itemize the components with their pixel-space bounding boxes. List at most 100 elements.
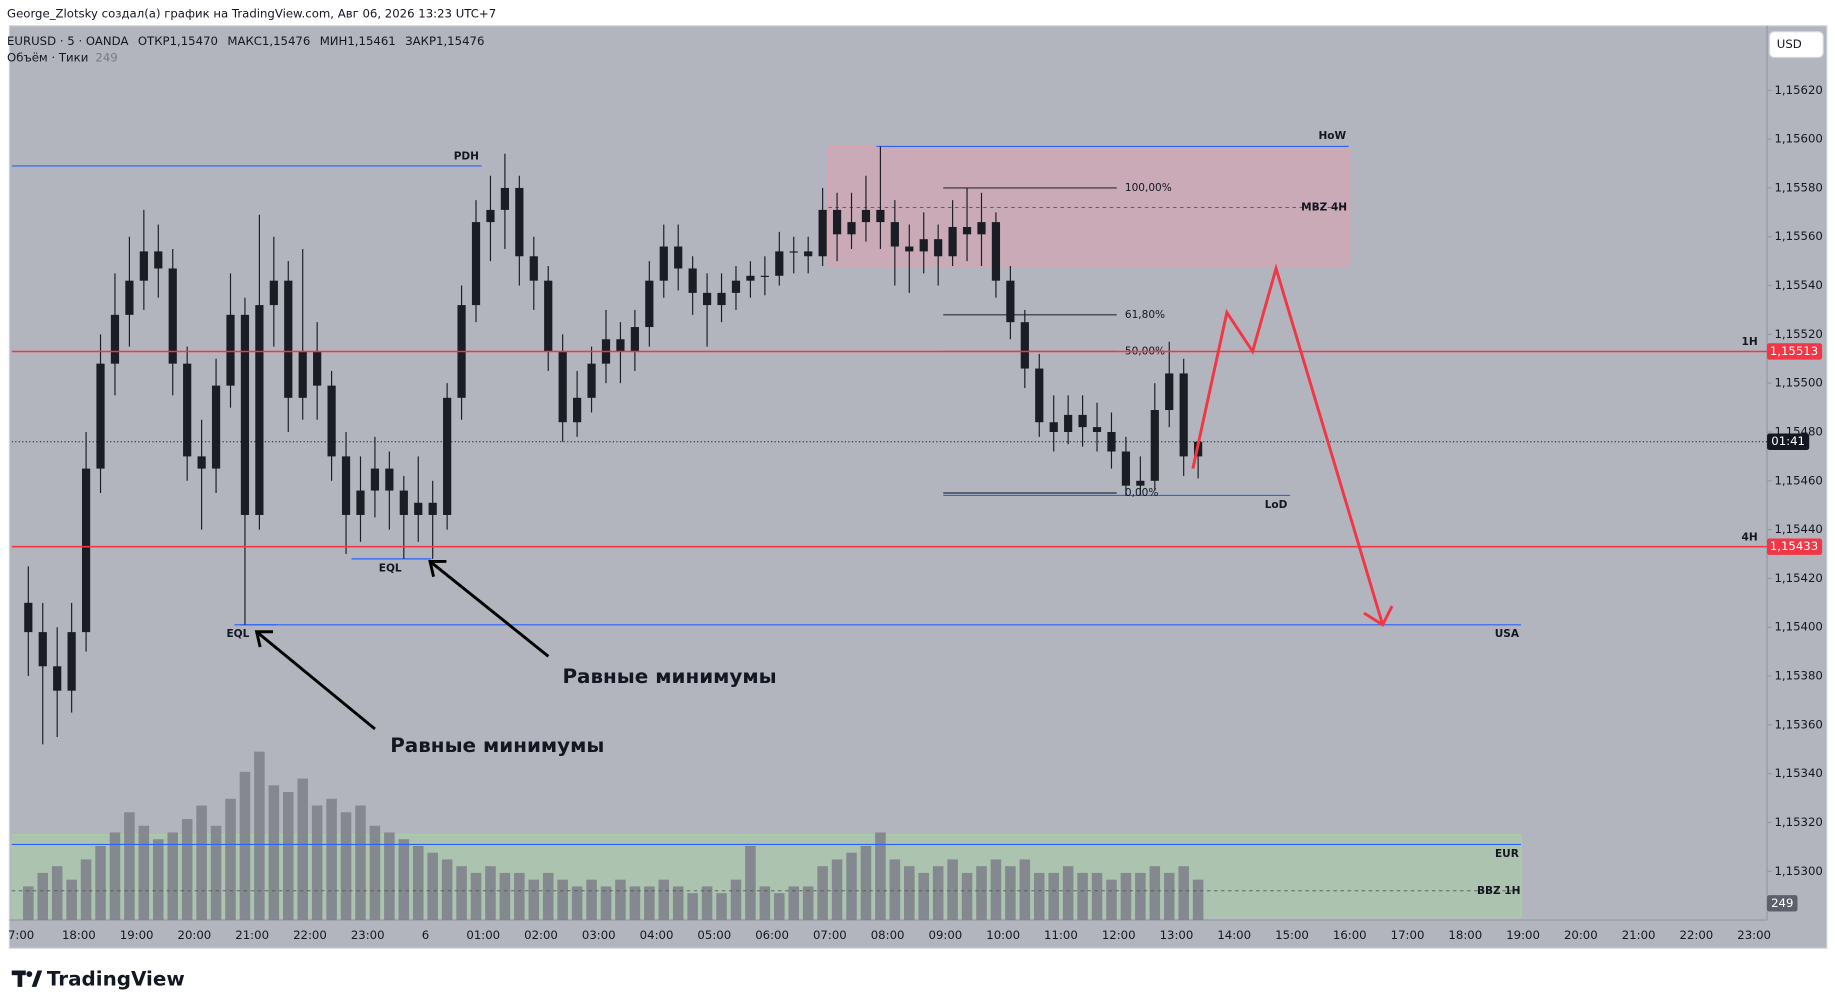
- x-tick-label: 07:00: [813, 928, 847, 942]
- volume-bar: [254, 751, 265, 921]
- volume-bar: [1120, 872, 1132, 921]
- y-tick-label: 1,15620: [1774, 83, 1822, 97]
- brand-name: TradingView: [47, 967, 185, 990]
- x-tick-label: 13:00: [1160, 928, 1194, 942]
- candle-body: [861, 209, 871, 223]
- volume-bar: [1005, 866, 1016, 921]
- candle-body: [255, 305, 264, 515]
- arrow: [429, 560, 550, 658]
- volume-bar: [947, 859, 958, 921]
- volume-bar: [528, 879, 540, 921]
- level-label: EUR: [1495, 848, 1519, 860]
- logo-shape: [31, 970, 43, 987]
- candle-body: [645, 280, 654, 328]
- volume-bar: [1077, 872, 1088, 921]
- y-tick-label: 1,15360: [1774, 717, 1822, 731]
- x-tick-label: 14:00: [1217, 928, 1251, 942]
- volume-bar: [167, 832, 179, 921]
- volume-bar: [918, 872, 929, 921]
- candle-body: [211, 385, 221, 469]
- volume-bar: [23, 886, 34, 921]
- price-tag-label: 1,15433: [1770, 539, 1818, 553]
- volume-bar: [181, 819, 193, 921]
- candle-body: [197, 456, 206, 469]
- currency-button-label[interactable]: USD: [1777, 37, 1802, 51]
- candle-body: [1121, 451, 1131, 486]
- price-line-name: 4H: [1742, 531, 1758, 543]
- volume-bar: [1033, 872, 1045, 921]
- candle-body: [818, 209, 827, 257]
- volume-bar: [976, 866, 987, 921]
- candle-body: [341, 456, 351, 515]
- candle-body: [486, 209, 495, 223]
- y-tick-label: 1,15600: [1774, 132, 1822, 146]
- candle-body: [154, 251, 163, 269]
- volume-bar: [904, 866, 915, 921]
- volume-bar: [788, 886, 800, 921]
- candle-body: [847, 222, 856, 235]
- field-name: ЗАКР: [405, 34, 436, 48]
- x-tick-label: 02:00: [524, 928, 558, 942]
- candle-body: [1107, 431, 1116, 452]
- volume-bar: [658, 879, 670, 921]
- candle-body: [746, 275, 755, 281]
- volume-bar: [311, 805, 323, 921]
- candle-body: [587, 363, 596, 398]
- x-tick-label: 22:00: [1680, 928, 1714, 942]
- volume-bar: [109, 832, 121, 921]
- symbol-legend: EURUSD · 5 · OANDA ОТКР1,15470 МАКС1,15476…: [7, 34, 484, 48]
- y-tick-label: 1,15340: [1774, 766, 1822, 780]
- candle-body: [443, 397, 452, 515]
- x-tick-label: 12:00: [1102, 928, 1136, 942]
- candle-body: [38, 632, 47, 667]
- volume-bar: [542, 872, 554, 921]
- candle-body: [139, 251, 148, 281]
- candle-body: [1092, 427, 1102, 432]
- volume-bar: [268, 785, 280, 921]
- volume-bar: [1019, 859, 1031, 921]
- x-tick-label: 21:00: [235, 928, 269, 942]
- volume-bar: [1048, 872, 1059, 921]
- candle-body: [1165, 373, 1174, 411]
- candle-body: [630, 327, 639, 352]
- y-tick-label: 1,15420: [1774, 571, 1822, 585]
- volume-bar: [817, 866, 828, 921]
- note-arrows: [254, 559, 550, 731]
- candle-body: [53, 666, 62, 691]
- logo-shape: [17, 970, 23, 987]
- candle-body: [1020, 322, 1029, 369]
- volume-bar: [95, 845, 106, 921]
- volume-bar: [225, 798, 236, 921]
- candle-body: [789, 251, 798, 253]
- x-tick-label: 21:00: [1622, 928, 1656, 942]
- volume-bar: [499, 872, 511, 921]
- volume-bar: [730, 879, 742, 921]
- y-tick-label: 1,15380: [1774, 669, 1822, 683]
- volume-bar: [600, 886, 612, 921]
- candle-body: [688, 268, 697, 293]
- zone: [827, 145, 1350, 267]
- candle-body: [327, 385, 336, 457]
- candle-body: [934, 239, 943, 257]
- candle-body: [385, 468, 394, 491]
- candle-body: [717, 292, 726, 306]
- arrow-head: [428, 559, 447, 577]
- x-tick-label: 11:00: [1044, 928, 1078, 942]
- plot: MBZ 4H BBZ 1H PDH HoW LoD EQL EQL USA EUR 100,00%…: [11, 130, 1768, 897]
- y-tick-label: 1,15300: [1774, 864, 1822, 878]
- candle-body: [674, 246, 683, 269]
- arrow-head: [254, 630, 274, 648]
- currency-button[interactable]: [1768, 31, 1824, 59]
- volume-bar: [557, 879, 568, 921]
- y-tick-label: 1,15400: [1774, 620, 1822, 634]
- y-tick-label: 1,15500: [1774, 376, 1822, 390]
- volume-bar: [802, 886, 814, 921]
- fib-label: 0,00%: [1125, 487, 1158, 499]
- candle-body: [1049, 422, 1058, 432]
- level-label: USA: [1495, 628, 1520, 640]
- candle-body: [110, 314, 120, 364]
- volume-bar: [716, 893, 727, 921]
- x-tick-label: 03:00: [582, 928, 616, 942]
- volume-bar: [889, 859, 901, 921]
